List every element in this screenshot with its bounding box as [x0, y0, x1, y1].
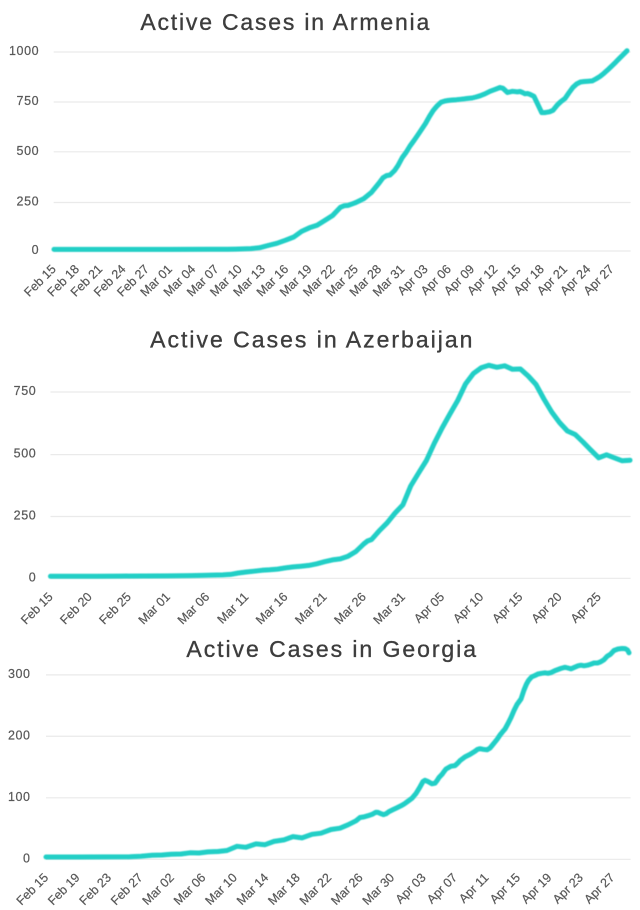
svg-text:Mar 06: Mar 06: [175, 590, 212, 627]
svg-text:Apr 05: Apr 05: [411, 590, 447, 626]
svg-text:Apr 07: Apr 07: [424, 870, 460, 906]
svg-text:Feb 23: Feb 23: [77, 870, 114, 907]
svg-text:250: 250: [14, 509, 37, 523]
svg-text:Feb 27: Feb 27: [108, 870, 145, 907]
svg-text:Mar 18: Mar 18: [265, 870, 302, 907]
svg-text:Apr 10: Apr 10: [450, 590, 486, 626]
svg-text:Mar 26: Mar 26: [328, 870, 365, 907]
svg-text:500: 500: [14, 447, 37, 461]
svg-text:Mar 02: Mar 02: [140, 870, 177, 907]
svg-text:Mar 21: Mar 21: [292, 590, 329, 627]
svg-text:Mar 14: Mar 14: [234, 870, 271, 907]
svg-text:Mar 01: Mar 01: [136, 590, 173, 627]
svg-text:Apr 25: Apr 25: [568, 590, 604, 626]
svg-text:0: 0: [32, 243, 40, 257]
svg-text:Apr 15: Apr 15: [487, 870, 523, 906]
svg-text:250: 250: [17, 195, 40, 209]
svg-text:Apr 19: Apr 19: [519, 870, 555, 906]
svg-text:Mar 26: Mar 26: [331, 590, 368, 627]
svg-text:500: 500: [17, 144, 40, 158]
svg-text:1000: 1000: [9, 44, 39, 58]
svg-text:Active Cases in Armenia: Active Cases in Armenia: [140, 9, 431, 35]
svg-text:750: 750: [17, 94, 40, 108]
svg-text:Mar 10: Mar 10: [202, 870, 239, 907]
svg-text:Apr 23: Apr 23: [550, 870, 586, 906]
svg-text:Mar 22: Mar 22: [297, 870, 334, 907]
svg-text:Apr 27: Apr 27: [581, 870, 617, 906]
svg-text:200: 200: [8, 728, 31, 742]
svg-text:Active Cases in Azerbaijan: Active Cases in Azerbaijan: [150, 327, 474, 353]
svg-text:100: 100: [8, 790, 31, 804]
svg-text:Mar 16: Mar 16: [253, 590, 290, 627]
svg-text:Feb 19: Feb 19: [45, 870, 82, 907]
svg-text:Apr 15: Apr 15: [490, 590, 526, 626]
svg-text:300: 300: [8, 667, 31, 681]
svg-text:Apr 20: Apr 20: [529, 590, 565, 626]
svg-text:750: 750: [14, 384, 37, 398]
svg-text:Apr 11: Apr 11: [456, 870, 491, 905]
svg-text:Feb 15: Feb 15: [14, 870, 51, 907]
svg-text:Mar 30: Mar 30: [360, 870, 397, 907]
svg-text:Mar 06: Mar 06: [171, 870, 208, 907]
svg-text:Feb 15: Feb 15: [18, 590, 55, 627]
svg-text:Apr 03: Apr 03: [393, 870, 429, 906]
svg-text:Active Cases in Georgia: Active Cases in Georgia: [186, 636, 478, 662]
svg-text:Feb 25: Feb 25: [97, 590, 134, 627]
svg-text:0: 0: [23, 851, 31, 865]
svg-text:Mar 31: Mar 31: [371, 590, 408, 627]
svg-text:0: 0: [29, 570, 37, 584]
svg-text:Feb 20: Feb 20: [57, 590, 94, 627]
svg-text:Mar 11: Mar 11: [215, 590, 252, 627]
